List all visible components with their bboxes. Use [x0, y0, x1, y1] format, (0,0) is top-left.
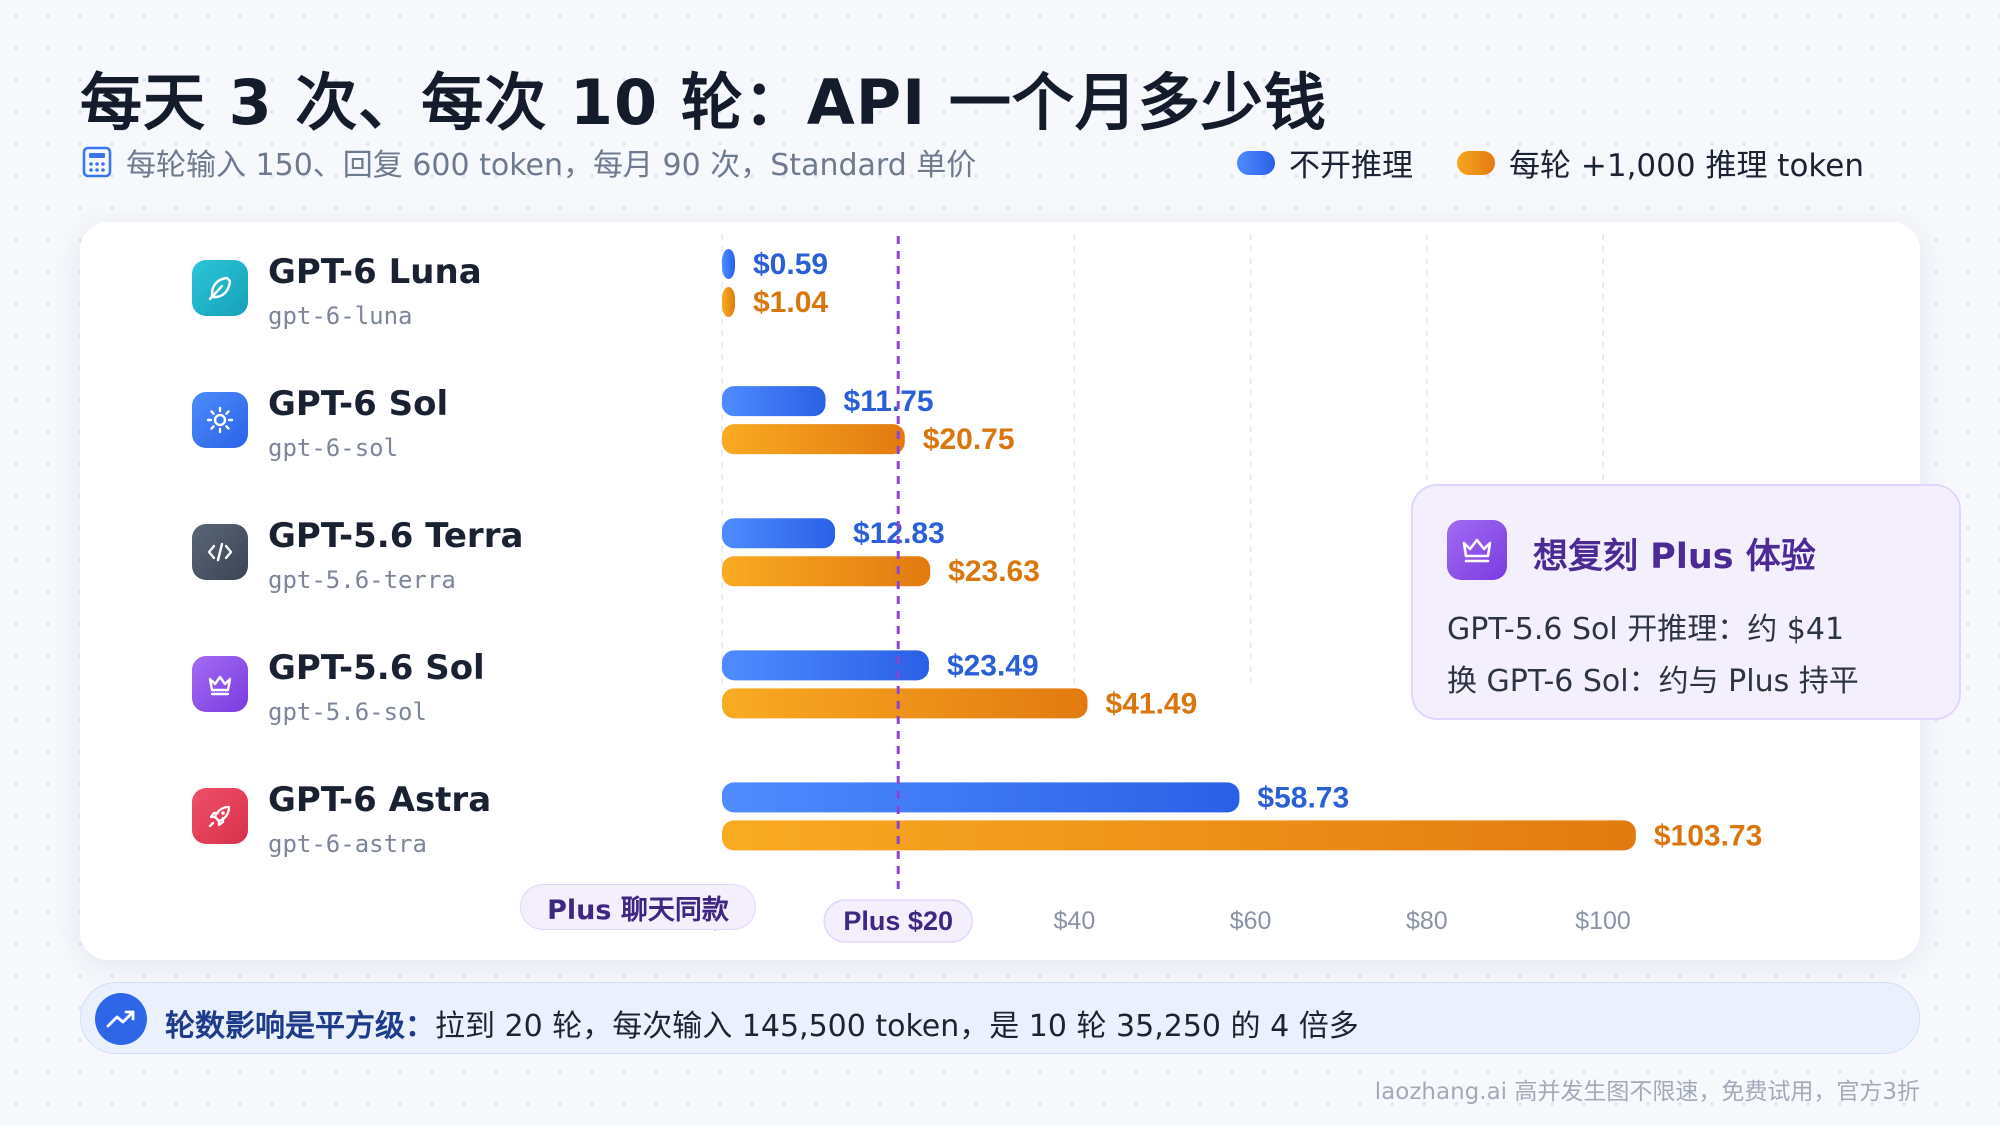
bar-value-label: $41.49	[1106, 687, 1198, 720]
bar-value-label: $1.04	[753, 286, 828, 319]
subtitle-text: 每轮输入 150、回复 600 token，每月 90 次，Standard 单…	[126, 148, 977, 183]
plus-replica-note: 想复刻 Plus 体验 GPT-5.6 Sol 开推理：约 $41 换 GPT-…	[1411, 484, 1961, 720]
model-id: gpt-6-astra	[268, 830, 427, 858]
model-id: gpt-6-luna	[268, 302, 413, 330]
chart-card: $0.59 $1.04 $11.75 $20.75 $12.83 $23.63 $23.49…	[80, 222, 1961, 960]
legend-swatch-blue	[1237, 150, 1276, 175]
page-title: 每天 3 次、每次 10 轮：API 一个月多少钱	[80, 66, 1327, 139]
note-line: GPT-5.6 Sol 开推理：约 $41	[1447, 612, 1845, 647]
sun-icon	[192, 392, 248, 448]
bar-chart: $0.59$1.04$11.75$20.75$12.83$23.63$23.49…	[708, 234, 1762, 943]
model-name: GPT-6 Luna	[268, 252, 482, 292]
insight-body: 拉到 20 轮，每次输入 145,500 token，是 10 轮 35,250…	[435, 1009, 1359, 1044]
plus-chat-badge: Plus 聊天同款	[520, 884, 756, 930]
bar-no-reasoning	[722, 249, 735, 279]
trending-up-icon	[95, 993, 147, 1045]
bar-value-label: $11.75	[844, 385, 934, 418]
calculator-icon	[82, 146, 112, 178]
chart-legend: 不开推理 每轮 +1,000 推理 token	[1237, 140, 1864, 185]
bar-no-reasoning	[722, 518, 836, 549]
bar-no-reasoning	[722, 782, 1240, 813]
insight-text: 轮数影响是平方级：拉到 20 轮，每次输入 145,500 token，是 10…	[165, 1001, 1359, 1045]
legend-label: 每轮 +1,000 推理 token	[1509, 148, 1864, 184]
bar-reasoning	[722, 820, 1636, 851]
bar-reasoning	[722, 287, 735, 317]
plus-reference-label: Plus $20	[843, 906, 953, 936]
x-tick-label: $80	[1406, 907, 1448, 935]
x-tick-label: $40	[1054, 907, 1096, 935]
feather-icon	[192, 260, 248, 316]
model-name: GPT-5.6 Sol	[268, 648, 485, 688]
credit-text: laozhang.ai 高并发生图不限速，免费试用，官方3折	[1374, 1079, 1920, 1105]
model-name: GPT-5.6 Terra	[268, 516, 524, 556]
insight-bar: 轮数影响是平方级：拉到 20 轮，每次输入 145,500 token，是 10…	[80, 982, 1920, 1054]
crown-icon	[192, 656, 248, 712]
bar-value-label: $103.73	[1654, 819, 1762, 852]
bar-value-label: $58.73	[1257, 781, 1349, 814]
bar-reasoning	[722, 424, 905, 455]
bar-value-label: $20.75	[923, 423, 1015, 456]
model-id: gpt-5.6-sol	[268, 698, 427, 726]
bar-no-reasoning	[722, 386, 826, 417]
model-name: GPT-6 Astra	[268, 780, 492, 820]
insight-label: 轮数影响是平方级：	[165, 1009, 435, 1044]
note-line: 换 GPT-6 Sol：约与 Plus 持平	[1447, 664, 1859, 699]
legend-item-reasoning: 每轮 +1,000 推理 token	[1457, 140, 1864, 185]
plus-reference-pill	[823, 899, 973, 943]
legend-swatch-orange	[1457, 150, 1496, 175]
x-tick-label: $60	[1230, 907, 1272, 935]
legend-item-no-reasoning: 不开推理	[1237, 140, 1413, 185]
page-subtitle: 每轮输入 150、回复 600 token，每月 90 次，Standard 单…	[82, 140, 976, 184]
model-name: GPT-6 Sol	[268, 384, 449, 424]
bar-reasoning	[722, 688, 1088, 719]
legend-label: 不开推理	[1289, 148, 1414, 184]
crown-icon	[1447, 520, 1507, 580]
bar-value-label: $23.63	[948, 555, 1040, 588]
model-id: gpt-6-sol	[268, 434, 399, 462]
bar-value-label: $0.59	[753, 248, 828, 281]
note-title: 想复刻 Plus 体验	[1533, 537, 1816, 577]
bar-value-label: $23.49	[947, 649, 1039, 682]
model-id: gpt-5.6-terra	[268, 566, 456, 594]
code-icon	[192, 524, 248, 580]
rocket-icon	[192, 788, 248, 844]
x-tick-label: $100	[1575, 907, 1631, 935]
bar-no-reasoning	[722, 650, 929, 681]
bar-reasoning	[722, 556, 931, 587]
